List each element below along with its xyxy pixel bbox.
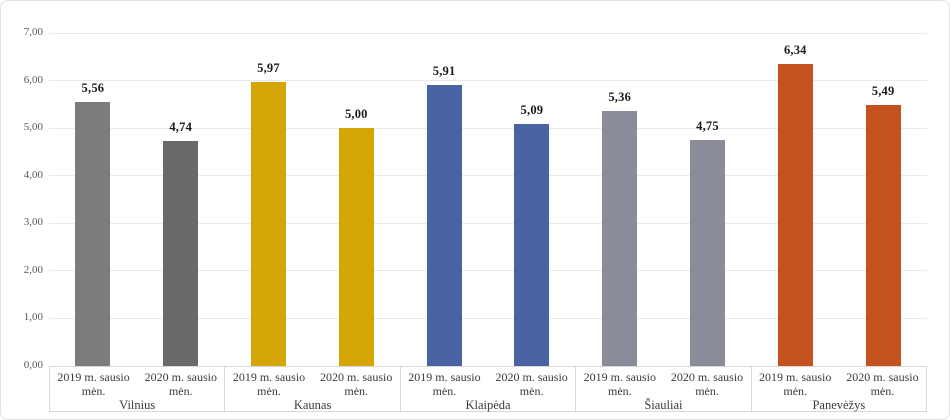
x-axis-series-row: 2019 m. sausio mėn. 2020 m. sausio mėn. [225, 367, 399, 398]
x-axis-series-label: 2020 m. sausio mėn. [320, 370, 393, 399]
bar-value-label: 5,49 [871, 83, 895, 98]
x-axis-group-panevėžys: 2019 m. sausio mėn. 2020 m. sausio mėn. Pa… [750, 367, 926, 412]
bar-value-label: 4,75 [696, 119, 719, 134]
x-axis-city-label: Vilnius [119, 398, 156, 413]
x-axis-series-label: 2019 m. sausio mėn. [759, 370, 832, 399]
y-axis-tick-label: 7,00 [23, 26, 43, 38]
x-axis-series-row: 2019 m. sausio mėn. 2020 m. sausio mėn. [576, 367, 750, 398]
gridline-7 [49, 32, 927, 34]
bar-šiauliai-2019 [602, 111, 638, 366]
x-axis-group-šiauliai: 2019 m. sausio mėn. 2020 m. sausio mėn. Ši… [575, 367, 750, 412]
bar-value-label: 5,91 [432, 63, 456, 78]
bar-vilnius-2020 [163, 140, 199, 366]
x-axis-series-row: 2019 m. sausio mėn. 2020 m. sausio mėn. [752, 367, 926, 398]
bar-panevėžys-2019 [777, 64, 813, 366]
x-axis-series-label: 2020 m. sausio mėn. [846, 370, 919, 399]
x-axis-group-kaunas: 2019 m. sausio mėn. 2020 m. sausio mėn. Ka… [224, 367, 399, 412]
y-axis-tick-label: 2,00 [23, 263, 43, 276]
y-axis-tick-label: 3,00 [23, 216, 43, 229]
gridline-4 [49, 175, 927, 177]
x-axis-city-label: Šiauliai [644, 398, 683, 413]
x-axis-series-label: 2019 m. sausio mėn. [232, 370, 306, 399]
plot-area: 5,56 4,74 5,97 5,00 5,91 5,09 5,36 4,75 6,34 5,49 [49, 32, 927, 366]
gridline-5 [49, 127, 927, 129]
bar-value-label: 6,34 [783, 43, 807, 58]
x-axis-group-vilnius: 2019 m. sausio mėn. 2020 m. sausio mėn. Vi… [49, 367, 224, 412]
bar-value-label: 4,74 [169, 119, 193, 134]
bar-value-label: 5,56 [81, 80, 105, 95]
x-axis-series-row: 2019 m. sausio mėn. 2020 m. sausio mėn. [401, 367, 575, 398]
x-axis-city-label: Panevėžys [812, 398, 866, 413]
gridline-6 [49, 80, 927, 82]
x-axis-series-label: 2019 m. sausio mėn. [583, 370, 656, 399]
x-axis-group-klaipėda: 2019 m. sausio mėn. 2020 m. sausio mėn. Kl… [399, 367, 575, 412]
bar-klaipėda-2019 [426, 84, 462, 366]
bar-šiauliai-2020 [690, 140, 725, 366]
x-axis-series-label: 2019 m. sausio mėn. [408, 370, 481, 399]
y-axis-tick-label: 6,00 [23, 73, 43, 86]
y-axis-tick-label: 4,00 [23, 168, 43, 181]
x-axis-city-label: Kaunas [293, 398, 332, 413]
bar-value-label: 5,97 [257, 60, 280, 75]
y-axis-tick-label: 0,00 [23, 359, 43, 371]
bar-value-label: 5,36 [608, 90, 632, 105]
x-axis-series-label: 2019 m. sausio mėn. [57, 370, 130, 399]
bar-value-label: 5,00 [344, 107, 368, 122]
bar-kaunas-2019 [251, 82, 286, 366]
bar-klaipėda-2020 [514, 123, 550, 366]
x-axis-series-label: 2020 m. sausio mėn. [670, 370, 744, 399]
gridline-3 [49, 222, 927, 224]
bar-value-label: 5,09 [520, 102, 544, 117]
x-axis-series-row: 2019 m. sausio mėn. 2020 m. sausio mėn. [50, 367, 224, 398]
y-axis-tick-label: 5,00 [23, 121, 43, 134]
x-axis-series-label: 2020 m. sausio mėn. [144, 370, 217, 399]
gridline-1 [49, 317, 927, 319]
bar-panevėžys-2020 [865, 104, 901, 366]
y-axis: 0,00 1,00 2,00 3,00 4,00 5,00 6,00 7,00 [1, 26, 43, 371]
gridline-2 [49, 270, 927, 272]
y-axis-tick-label: 1,00 [23, 311, 43, 324]
bar-kaunas-2020 [338, 128, 374, 366]
x-axis-series-label: 2020 m. sausio mėn. [495, 370, 568, 399]
x-axis-city-label: Klaipėda [465, 398, 511, 413]
bar-vilnius-2019 [75, 101, 111, 366]
x-axis: 2019 m. sausio mėn. 2020 m. sausio mėn. Vi… [49, 366, 927, 412]
